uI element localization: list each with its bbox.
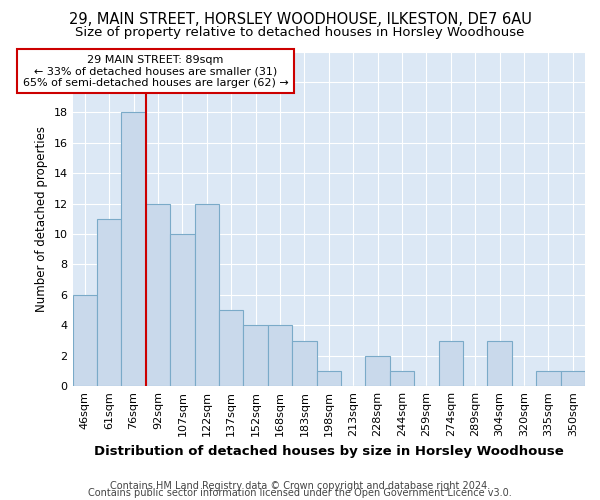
Bar: [560, 371, 585, 386]
Text: 29 MAIN STREET: 89sqm
← 33% of detached houses are smaller (31)
65% of semi-deta: 29 MAIN STREET: 89sqm ← 33% of detached …: [23, 54, 289, 88]
Bar: [194, 204, 219, 386]
Bar: [97, 219, 121, 386]
Bar: [292, 340, 317, 386]
Bar: [219, 310, 244, 386]
Bar: [244, 326, 268, 386]
Text: Contains HM Land Registry data © Crown copyright and database right 2024.: Contains HM Land Registry data © Crown c…: [110, 481, 490, 491]
Bar: [487, 340, 512, 386]
Bar: [536, 371, 560, 386]
Text: 29, MAIN STREET, HORSLEY WOODHOUSE, ILKESTON, DE7 6AU: 29, MAIN STREET, HORSLEY WOODHOUSE, ILKE…: [68, 12, 532, 28]
Y-axis label: Number of detached properties: Number of detached properties: [35, 126, 48, 312]
Bar: [365, 356, 390, 386]
X-axis label: Distribution of detached houses by size in Horsley Woodhouse: Distribution of detached houses by size …: [94, 444, 563, 458]
Bar: [121, 112, 146, 386]
Text: Contains public sector information licensed under the Open Government Licence v3: Contains public sector information licen…: [88, 488, 512, 498]
Bar: [390, 371, 414, 386]
Bar: [170, 234, 194, 386]
Bar: [439, 340, 463, 386]
Bar: [73, 295, 97, 386]
Bar: [146, 204, 170, 386]
Bar: [317, 371, 341, 386]
Text: Size of property relative to detached houses in Horsley Woodhouse: Size of property relative to detached ho…: [76, 26, 524, 39]
Bar: [268, 326, 292, 386]
